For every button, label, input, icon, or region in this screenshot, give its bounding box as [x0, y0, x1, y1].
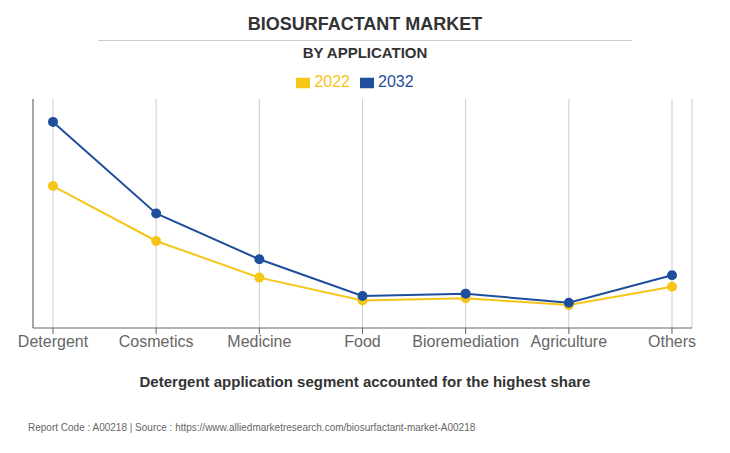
html-text:BY APPLICATION: BY APPLICATION [302, 44, 428, 61]
html-text:Detergent application segment: Detergent application segment accounted … [139, 373, 591, 390]
svg-text:Agriculture: Agriculture [531, 333, 608, 350]
svg-text:Bioremediation: Bioremediation [412, 333, 519, 350]
html-text:Report Code : A00218 | Source: Report Code : A00218 | Source : https://… [28, 422, 476, 433]
svg-text:Others: Others [648, 333, 696, 350]
svg-text:Medicine: Medicine [227, 333, 291, 350]
svg-text:Detergent: Detergent [18, 333, 89, 350]
html-text:2022: 2022 [314, 73, 350, 90]
html-text:2032: 2032 [378, 73, 414, 90]
html-text:BIOSURFACTANT MARKET: BIOSURFACTANT MARKET [247, 14, 483, 34]
svg-text:Food: Food [344, 333, 380, 350]
svg-text:Cosmetics: Cosmetics [119, 333, 194, 350]
